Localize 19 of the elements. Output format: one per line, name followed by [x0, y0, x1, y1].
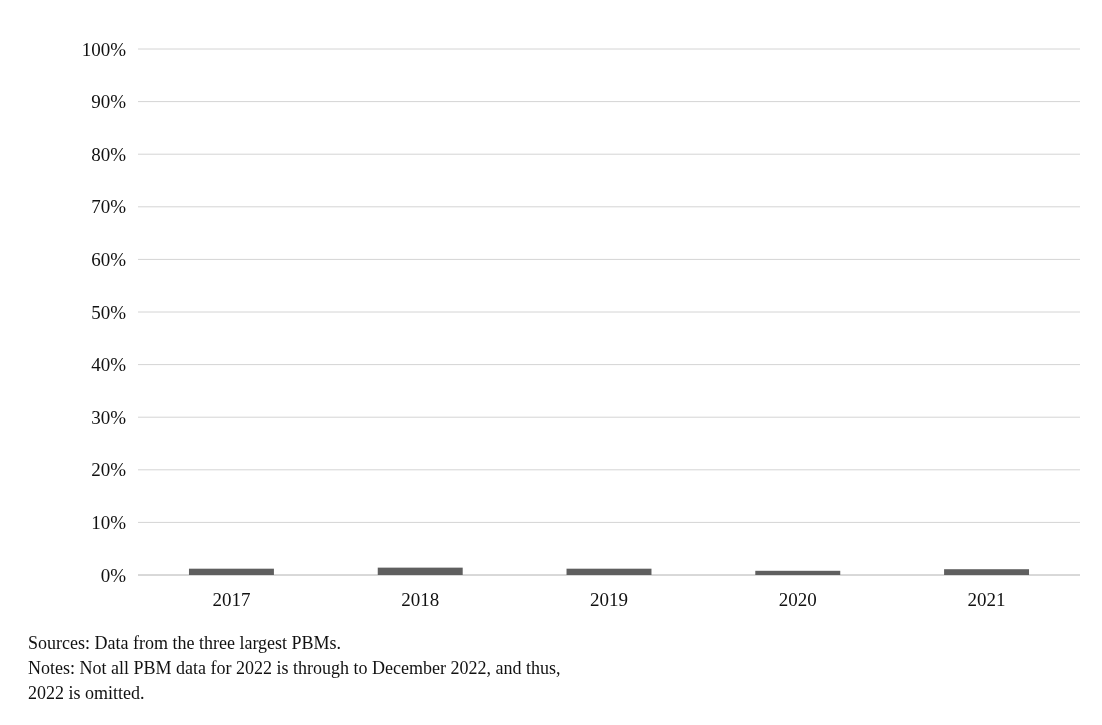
source-note: Sources: Data from the three largest PBMs.	[28, 633, 342, 653]
y-tick-label: 70%	[91, 196, 127, 218]
y-tick-label: 90%	[91, 91, 127, 113]
x-tick-label: 2019	[590, 589, 628, 610]
text: 2022 is omitted.	[28, 683, 145, 703]
y-tick-label: 100%	[81, 38, 127, 60]
text: Notes: Not all PBM data for 2022 is through to December 2022, and thus,	[28, 658, 561, 678]
y-tick-label: 30%	[91, 406, 127, 428]
x-tick-label: 2021	[967, 589, 1006, 610]
y-tick-label: 60%	[91, 249, 127, 271]
y-tick-label: 80%	[91, 143, 127, 165]
y-tick-label: 50%	[91, 301, 127, 323]
x-tick-label: 2020	[778, 589, 817, 610]
y-tick-label: 10%	[91, 512, 127, 534]
x-tick-label: 2017	[212, 589, 251, 610]
x-tick-label: 2018	[401, 589, 440, 610]
y-tick-label: 20%	[91, 459, 127, 481]
y-tick-label: 0%	[100, 564, 127, 586]
y-tick-label: 40%	[91, 354, 127, 376]
